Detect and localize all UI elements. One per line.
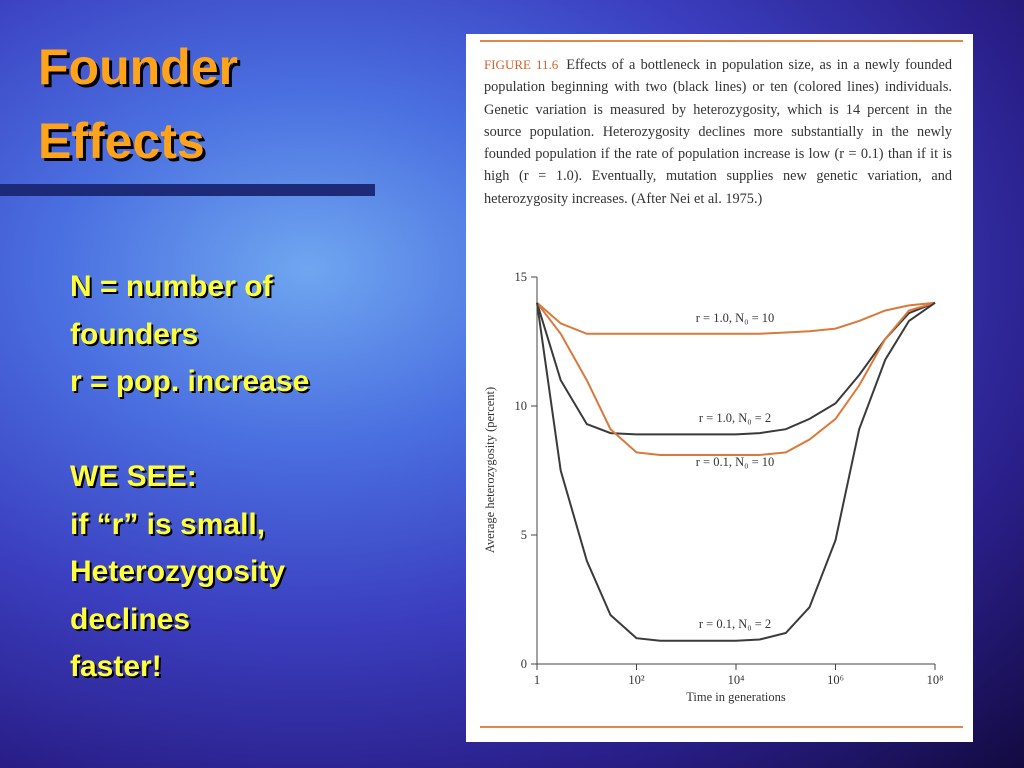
series-label: r = 1.0, N₀ = 2 <box>699 411 771 425</box>
y-tick-label: 10 <box>515 399 528 413</box>
body-line: declines <box>70 602 191 636</box>
x-tick-label: 10⁸ <box>927 673 944 687</box>
y-tick-label: 0 <box>521 657 527 671</box>
caption-text: Effects of a bottleneck in population si… <box>484 57 952 207</box>
y-tick-label: 5 <box>521 528 527 542</box>
series-line <box>536 301 936 456</box>
rule <box>480 40 963 42</box>
title-line: Effects <box>38 113 205 169</box>
y-axis-label: Average heterozygosity (percent) <box>483 387 497 553</box>
chart: Average heterozygosity (percent) Time in… <box>483 270 944 704</box>
rule <box>480 726 963 728</box>
figure: FIGURE 11.6 Effects of a bottleneck in po… <box>466 34 973 742</box>
y-tick-label: 15 <box>515 270 528 284</box>
series-line <box>536 301 936 642</box>
paragraph: WE SEE: if “r” is small, Heterozygosity … <box>70 453 309 691</box>
body-line: WE SEE: <box>70 460 197 493</box>
x-tick-label: 1 <box>534 673 540 687</box>
x-tick-label: 10⁶ <box>827 673 844 687</box>
slide-title: Founder Effects <box>38 30 238 178</box>
caption: FIGURE 11.6 Effects of a bottleneck in po… <box>484 54 952 210</box>
figure-label: FIGURE 11.6 <box>484 57 559 72</box>
series-line <box>536 301 936 335</box>
series-label: r = 0.1, N₀ = 10 <box>696 455 775 469</box>
title-rule <box>0 184 375 196</box>
body-line: founders <box>70 317 199 351</box>
slide-body: N = number of founders r = pop. increase… <box>70 263 309 691</box>
body-line: faster! <box>70 650 162 683</box>
series-line <box>536 301 936 436</box>
body-line: r = pop. increase <box>70 365 310 398</box>
x-tick-label: 10⁴ <box>728 673 745 687</box>
x-axis-label: Time in generations <box>686 690 786 704</box>
title-line: Founder <box>38 39 238 95</box>
body-line: Heterozygosity <box>70 555 286 588</box>
body-line: N = number of <box>70 270 273 303</box>
body-line: if “r” is small, <box>70 507 266 541</box>
x-tick-label: 10² <box>628 673 645 687</box>
series-label: r = 0.1, N₀ = 2 <box>699 617 771 631</box>
paragraph: N = number of founders r = pop. increase <box>70 263 309 406</box>
series-label: r = 1.0, N₀ = 10 <box>696 311 775 325</box>
